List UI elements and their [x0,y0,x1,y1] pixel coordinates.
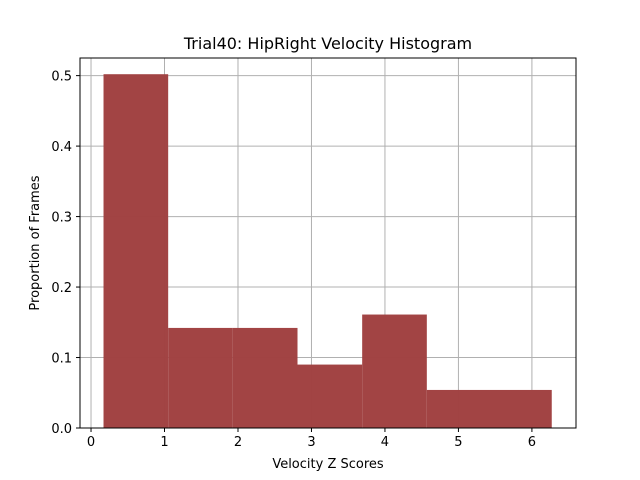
histogram-bar [232,327,298,428]
y-tick-label: 0.4 [51,140,72,155]
y-tick-label: 0.2 [51,281,72,296]
histogram-bar [103,74,169,428]
x-tick-label: 4 [381,435,389,450]
x-tick-label: 0 [87,435,95,450]
x-tick-label: 6 [528,435,536,450]
y-tick-label: 0.5 [51,70,72,85]
histogram-bar [362,314,427,428]
y-axis-ticks: 0.0 0.1 0.2 0.3 0.4 0.5 [51,70,80,437]
x-tick-label: 2 [234,435,242,450]
x-tick-label: 5 [454,435,462,450]
y-tick-label: 0.3 [51,211,72,226]
histogram-bar [297,364,363,428]
histogram-bar [168,327,233,428]
bars-layer [103,74,552,428]
x-tick-label: 1 [160,435,168,450]
x-axis-ticks: 0 1 2 3 4 5 6 [87,428,536,450]
y-tick-label: 0.1 [51,352,72,367]
x-axis-label: Velocity Z Scores [272,457,384,472]
histogram-bar [491,389,552,428]
x-tick-label: 3 [307,435,315,450]
y-tick-label: 0.0 [51,422,72,437]
chart-title: Trial40: HipRight Velocity Histogram [183,34,472,53]
y-axis-label: Proportion of Frames [28,175,43,310]
histogram-bar [426,389,492,428]
axes-frame [79,57,577,429]
